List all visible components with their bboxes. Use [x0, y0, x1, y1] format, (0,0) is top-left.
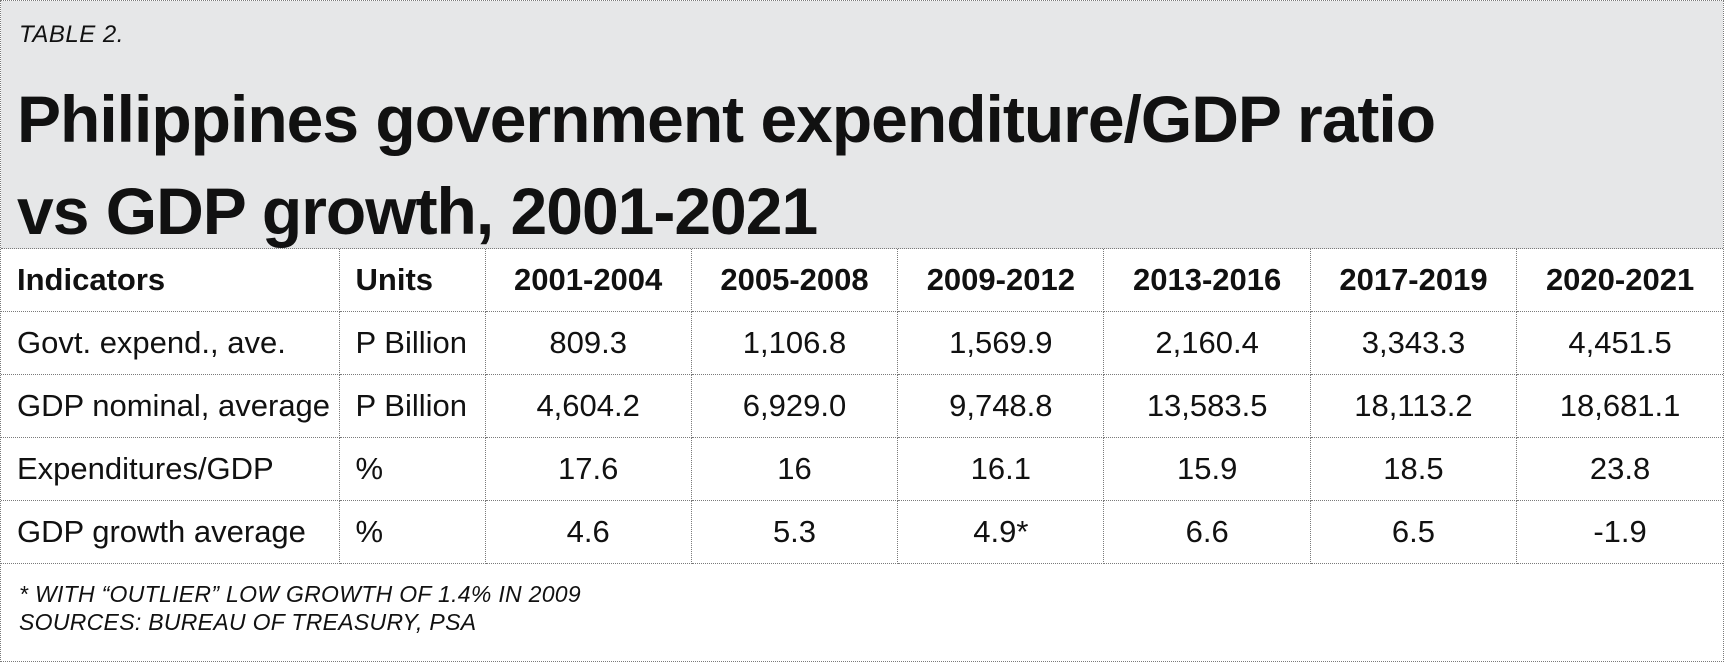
value-cell: 6,929.0: [690, 374, 899, 438]
indicator-cell: Govt. expend., ave.: [1, 311, 340, 375]
value-cell: 2,160.4: [1103, 311, 1311, 375]
column-header: Indicators: [1, 249, 340, 312]
table-row: GDP growth average % 4.6 5.3 4.9* 6.6 6.…: [1, 500, 1723, 564]
value-cell: 9,748.8: [897, 374, 1105, 438]
indicator-cell: Expenditures/GDP: [1, 437, 340, 501]
header-row: Indicators Units 2001-2004 2005-2008 200…: [1, 249, 1723, 312]
value-cell: 6.5: [1309, 500, 1518, 564]
unit-cell: P Billion: [338, 374, 486, 438]
table-row: Govt. expend., ave. P Billion 809.3 1,10…: [1, 311, 1723, 375]
value-cell: 1,569.9: [897, 311, 1105, 375]
value-cell: 18,113.2: [1309, 374, 1518, 438]
indicator-cell: GDP nominal, average: [1, 374, 340, 438]
indicator-cell: GDP growth average: [1, 500, 340, 564]
unit-cell: P Billion: [338, 311, 486, 375]
value-cell: 4,604.2: [484, 374, 692, 438]
column-header: 2017-2019: [1309, 249, 1518, 312]
value-cell: 15.9: [1103, 437, 1311, 501]
column-header: 2013-2016: [1103, 249, 1311, 312]
value-cell: 4.6: [484, 500, 692, 564]
unit-cell: %: [338, 437, 486, 501]
value-cell: 16.1: [897, 437, 1105, 501]
value-cell: 4,451.5: [1516, 311, 1723, 375]
value-cell: 13,583.5: [1103, 374, 1311, 438]
value-cell: 3,343.3: [1309, 311, 1518, 375]
value-cell: 16: [690, 437, 899, 501]
unit-cell: %: [338, 500, 486, 564]
value-cell: 17.6: [484, 437, 692, 501]
table-row: GDP nominal, average P Billion 4,604.2 6…: [1, 374, 1723, 438]
table-title: Philippines government expenditure/GDP r…: [17, 82, 1436, 248]
footnote: * WITH “OUTLIER” LOW GROWTH OF 1.4% IN 2…: [19, 581, 581, 607]
figure-header: TABLE 2. Philippines government expendit…: [1, 1, 1723, 249]
value-cell: 1,106.8: [690, 311, 899, 375]
value-cell: 23.8: [1516, 437, 1723, 501]
value-cell: 5.3: [690, 500, 899, 564]
column-header: 2009-2012: [897, 249, 1105, 312]
table-row: Expenditures/GDP % 17.6 16 16.1 15.9 18.…: [1, 437, 1723, 501]
column-header: 2001-2004: [484, 249, 692, 312]
value-cell: -1.9: [1516, 500, 1723, 564]
value-cell: 6.6: [1103, 500, 1311, 564]
value-cell: 18.5: [1309, 437, 1518, 501]
table-footer: * WITH “OUTLIER” LOW GROWTH OF 1.4% IN 2…: [1, 564, 1723, 636]
value-cell: 18,681.1: [1516, 374, 1723, 438]
source-note: SOURCES: BUREAU OF TREASURY, PSA: [19, 609, 477, 635]
table-label: TABLE 2.: [19, 21, 124, 48]
data-table: Indicators Units 2001-2004 2005-2008 200…: [1, 249, 1723, 564]
column-header: 2005-2008: [690, 249, 899, 312]
value-cell: 4.9*: [897, 500, 1105, 564]
column-header: 2020-2021: [1516, 249, 1723, 312]
value-cell: 809.3: [484, 311, 692, 375]
column-header: Units: [338, 249, 486, 312]
